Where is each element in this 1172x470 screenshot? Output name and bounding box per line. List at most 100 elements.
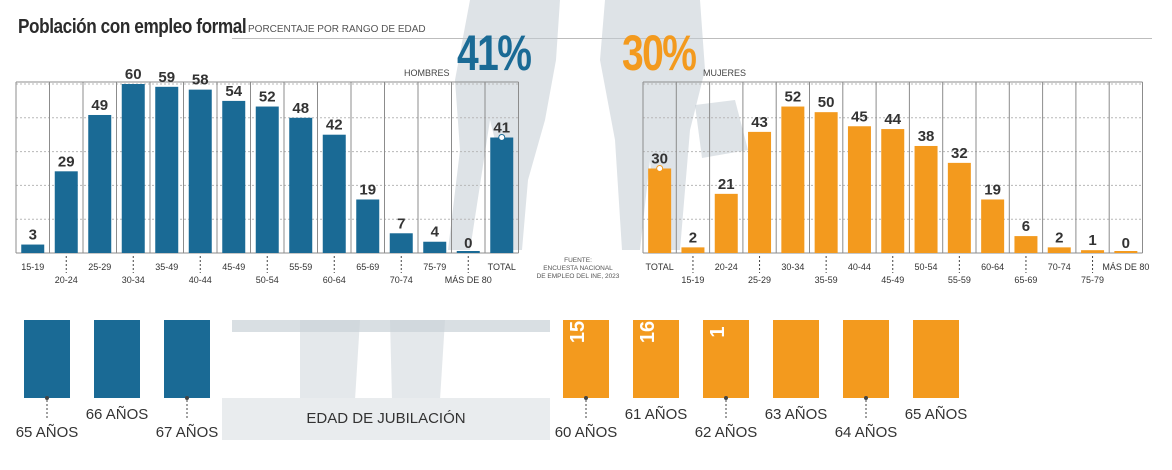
value-label: 59 <box>158 69 175 86</box>
tick-label: 65-69 <box>1014 275 1037 285</box>
retirement-value-label: 16 <box>637 321 659 343</box>
women-total-percent: 30% <box>622 25 697 81</box>
tick-label: TOTAL <box>488 262 516 272</box>
chart-title: Población con empleo formal <box>18 16 247 38</box>
tick-label: 30-34 <box>781 262 804 272</box>
tick-label: 25-29 <box>88 262 111 272</box>
tick-dot <box>724 396 728 400</box>
men-total-percent: 41% <box>457 25 532 81</box>
source-line: DE EMPLEO DEL INE, 2023 <box>536 273 620 280</box>
retirement-value-label: 15 <box>567 321 589 343</box>
bar <box>981 199 1005 253</box>
value-label: 19 <box>359 181 376 198</box>
bar <box>289 117 313 253</box>
value-label: 0 <box>464 235 472 252</box>
retirement-bar <box>563 320 609 398</box>
retirement-women-chart: 15 16 1 <box>563 320 959 418</box>
tick-label: 45-49 <box>881 275 904 285</box>
source-line: FUENTE: <box>564 257 592 264</box>
tick-label: 70-74 <box>1048 262 1071 272</box>
value-label: 38 <box>918 128 935 145</box>
bar <box>54 171 78 253</box>
tick-dot <box>864 396 868 400</box>
bar <box>781 106 805 254</box>
bar <box>188 89 212 253</box>
bar <box>356 199 380 253</box>
seated-figure-silhouette <box>390 320 445 400</box>
source-line: ENCUESTA NACIONAL <box>543 265 613 272</box>
bar <box>681 247 705 253</box>
value-label: 41 <box>493 120 510 137</box>
retirement-bar <box>773 320 819 398</box>
bar <box>88 114 112 253</box>
value-label: 48 <box>292 100 309 117</box>
tick-label: 70-74 <box>390 275 413 285</box>
silhouette-figures <box>232 0 748 400</box>
value-label: 3 <box>29 227 37 244</box>
bar <box>21 244 45 253</box>
retirement-bar <box>703 320 749 398</box>
value-label: 1 <box>1088 232 1096 249</box>
tick-label: 75-79 <box>423 262 446 272</box>
retirement-bar <box>913 320 959 398</box>
value-label: 0 <box>1122 235 1130 252</box>
value-label: 4 <box>431 224 440 241</box>
bar <box>814 112 838 254</box>
tick-label: 30-34 <box>122 275 145 285</box>
total-marker <box>498 134 506 142</box>
tick-label: 65-69 <box>356 262 379 272</box>
value-label: 43 <box>751 114 768 131</box>
bar <box>748 131 772 253</box>
value-label: 19 <box>984 181 1001 198</box>
tick-label: 45-49 <box>222 262 245 272</box>
bar <box>1047 247 1071 253</box>
tick-label: 15-19 <box>681 275 704 285</box>
retirement-bar <box>24 320 70 398</box>
bar <box>1081 250 1105 253</box>
chart-subtitle: PORCENTAJE POR RANGO DE EDAD <box>248 24 426 35</box>
tick-label: 60-64 <box>981 262 1004 272</box>
value-label: 52 <box>785 89 802 106</box>
tick-label: TOTAL <box>646 262 674 272</box>
source-note: FUENTE: ENCUESTA NACIONAL DE EMPLEO DEL … <box>528 257 628 281</box>
value-label: 58 <box>192 72 209 89</box>
retirement-bar <box>164 320 210 398</box>
value-label: 60 <box>125 66 142 83</box>
retirement-age-tick: 66 AÑOS <box>85 406 149 423</box>
value-label: 21 <box>718 176 735 193</box>
retirement-age-tick: 63 AÑOS <box>764 406 828 423</box>
bench-silhouette <box>232 320 550 332</box>
value-label: 42 <box>326 117 343 134</box>
bar <box>881 129 905 253</box>
retirement-age-tick: 67 AÑOS <box>155 424 219 441</box>
value-label: 29 <box>58 153 75 170</box>
women-chart: 30TOTAL215-192120-244325-295230-345035-5… <box>642 81 1149 285</box>
seated-figure-silhouette <box>300 320 360 400</box>
tick-label: 50-54 <box>915 262 938 272</box>
bar <box>1014 236 1038 253</box>
men-chart: 3 15-19 29 20-24 49 25-29 60 30-34 59 35-49 58 40-4… <box>15 66 519 285</box>
value-label: 52 <box>259 89 276 106</box>
value-label: 2 <box>689 229 697 246</box>
retirement-age-tick: 64 AÑOS <box>834 424 898 441</box>
value-label: 6 <box>1022 218 1030 235</box>
tick-label: 75-79 <box>1081 275 1104 285</box>
bar <box>322 134 346 253</box>
bar <box>222 100 246 254</box>
bar <box>714 193 738 253</box>
tick-label: 50-54 <box>256 275 279 285</box>
tick-label: 15-19 <box>21 262 44 272</box>
tick-label: 25-29 <box>748 275 771 285</box>
retirement-age-tick: 61 AÑOS <box>624 406 688 423</box>
value-label: 45 <box>851 108 868 125</box>
value-label: 30 <box>651 151 668 168</box>
tick-label: 55-59 <box>948 275 971 285</box>
value-label: 50 <box>818 94 835 111</box>
tick-dot <box>45 396 49 400</box>
total-marker <box>656 165 664 172</box>
tick-label: 40-44 <box>848 262 871 272</box>
retirement-bar <box>633 320 679 398</box>
bar <box>648 168 672 253</box>
